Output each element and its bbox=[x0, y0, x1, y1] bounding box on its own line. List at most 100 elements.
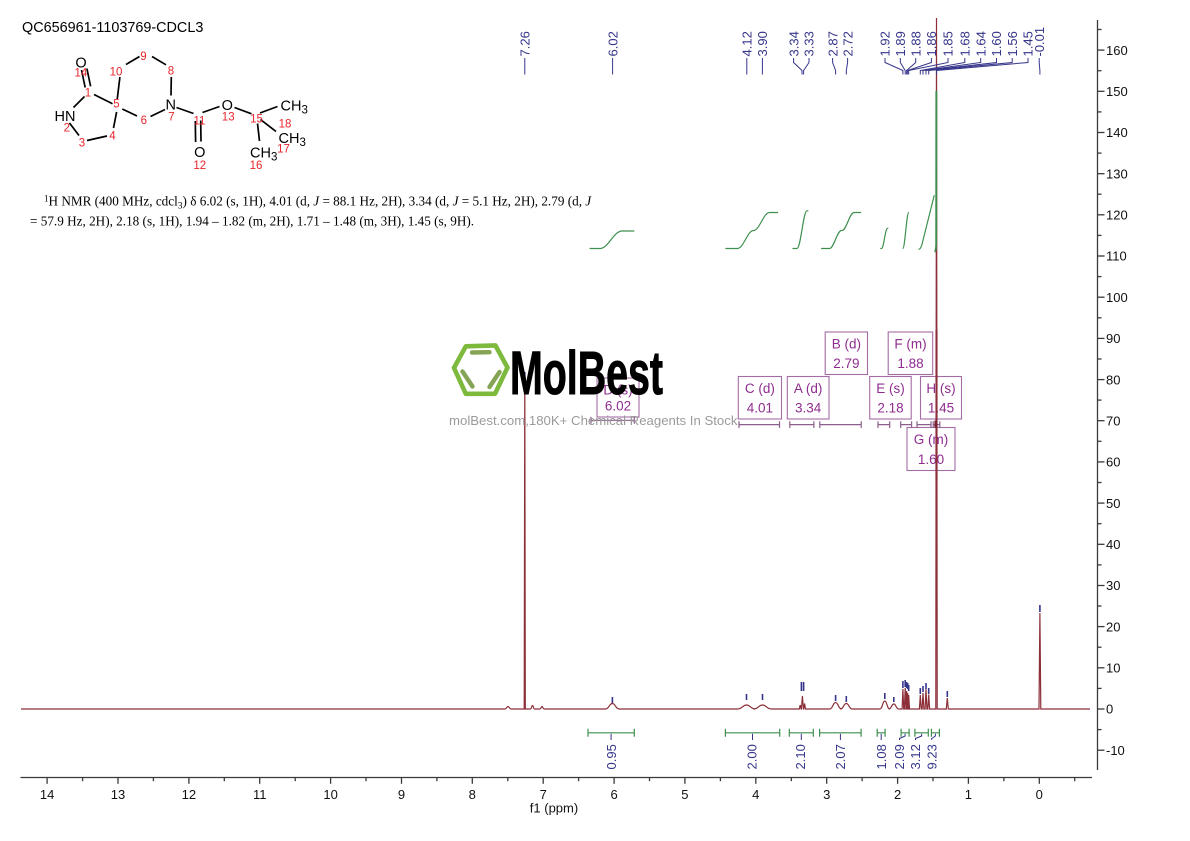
svg-text:7: 7 bbox=[540, 787, 547, 802]
svg-text:C (d): C (d) bbox=[745, 381, 775, 396]
svg-text:2: 2 bbox=[894, 787, 901, 802]
svg-text:O: O bbox=[194, 145, 205, 161]
svg-text:8: 8 bbox=[168, 66, 174, 78]
svg-text:100: 100 bbox=[1106, 290, 1128, 305]
svg-text:2.00: 2.00 bbox=[745, 744, 760, 769]
svg-text:13: 13 bbox=[222, 112, 235, 124]
svg-text:3.34: 3.34 bbox=[786, 31, 801, 56]
svg-text:1.45: 1.45 bbox=[1021, 31, 1036, 56]
svg-text:CH3: CH3 bbox=[250, 146, 277, 164]
svg-text:CH3: CH3 bbox=[281, 99, 308, 117]
svg-text:5: 5 bbox=[681, 787, 688, 802]
svg-text:7: 7 bbox=[168, 112, 174, 124]
svg-text:13: 13 bbox=[111, 787, 125, 802]
svg-text:110: 110 bbox=[1106, 249, 1127, 264]
svg-text:2.09: 2.09 bbox=[892, 744, 907, 769]
svg-text:10: 10 bbox=[323, 787, 337, 802]
svg-text:14: 14 bbox=[40, 787, 54, 802]
svg-text:-0.01: -0.01 bbox=[1032, 27, 1047, 57]
svg-text:30: 30 bbox=[1106, 578, 1120, 593]
svg-text:6: 6 bbox=[610, 787, 617, 802]
svg-text:12: 12 bbox=[193, 160, 206, 172]
svg-text:-10: -10 bbox=[1106, 743, 1125, 758]
svg-text:3.90: 3.90 bbox=[755, 31, 770, 56]
svg-text:10: 10 bbox=[110, 67, 123, 79]
svg-text:150: 150 bbox=[1106, 84, 1128, 99]
svg-text:CH3: CH3 bbox=[279, 131, 306, 149]
svg-text:40: 40 bbox=[1106, 537, 1120, 552]
svg-text:N: N bbox=[165, 98, 175, 114]
svg-text:16: 16 bbox=[250, 160, 263, 172]
svg-text:50: 50 bbox=[1106, 496, 1120, 511]
svg-text:1.56: 1.56 bbox=[1005, 31, 1020, 56]
svg-text:2: 2 bbox=[64, 123, 70, 135]
svg-text:3.33: 3.33 bbox=[802, 31, 817, 56]
svg-text:1: 1 bbox=[965, 787, 972, 802]
svg-text:3.34: 3.34 bbox=[795, 401, 822, 416]
svg-text:60: 60 bbox=[1106, 455, 1120, 470]
svg-text:1.60: 1.60 bbox=[989, 31, 1004, 56]
svg-text:1.85: 1.85 bbox=[941, 31, 956, 56]
svg-text:80: 80 bbox=[1106, 372, 1120, 387]
svg-text:1: 1 bbox=[85, 88, 91, 100]
svg-text:2.18: 2.18 bbox=[877, 401, 903, 416]
svg-text:2.07: 2.07 bbox=[833, 744, 848, 769]
svg-text:4.01: 4.01 bbox=[747, 401, 773, 416]
svg-text:O: O bbox=[75, 56, 86, 72]
svg-text:D (s): D (s) bbox=[603, 383, 632, 398]
svg-text:14: 14 bbox=[75, 68, 88, 80]
svg-text:1.88: 1.88 bbox=[908, 31, 923, 56]
svg-text:2.72: 2.72 bbox=[840, 31, 855, 56]
svg-text:9: 9 bbox=[140, 51, 146, 63]
svg-text:QC656961-1103769-CDCL3: QC656961-1103769-CDCL3 bbox=[22, 20, 203, 36]
svg-text:f1 (ppm): f1 (ppm) bbox=[530, 801, 578, 816]
svg-text:2.87: 2.87 bbox=[825, 31, 840, 56]
svg-text:7.26: 7.26 bbox=[518, 31, 533, 56]
svg-text:17: 17 bbox=[277, 144, 290, 156]
svg-text:B (d): B (d) bbox=[832, 337, 861, 352]
svg-text:5: 5 bbox=[113, 99, 119, 111]
svg-text:8: 8 bbox=[469, 787, 476, 802]
svg-text:90: 90 bbox=[1106, 331, 1120, 346]
svg-text:20: 20 bbox=[1106, 619, 1120, 634]
svg-text:6: 6 bbox=[141, 115, 147, 127]
svg-text:H (s): H (s) bbox=[926, 381, 955, 396]
svg-text:11: 11 bbox=[194, 116, 206, 128]
svg-text:HN: HN bbox=[55, 109, 76, 125]
svg-text:1.86: 1.86 bbox=[924, 31, 939, 56]
svg-text:9.23: 9.23 bbox=[924, 744, 939, 769]
svg-text:2.10: 2.10 bbox=[793, 744, 808, 769]
svg-text:0: 0 bbox=[1036, 787, 1043, 802]
svg-text:1.64: 1.64 bbox=[973, 31, 988, 56]
svg-text:1.08: 1.08 bbox=[874, 744, 889, 769]
svg-text:O: O bbox=[222, 98, 233, 114]
svg-text:15: 15 bbox=[250, 114, 263, 126]
svg-text:18: 18 bbox=[279, 119, 292, 131]
svg-text:MolBest: MolBest bbox=[510, 339, 663, 407]
svg-text:E (s): E (s) bbox=[876, 381, 905, 396]
svg-text:3.12: 3.12 bbox=[908, 744, 923, 769]
svg-text:70: 70 bbox=[1106, 413, 1120, 428]
svg-text:4.12: 4.12 bbox=[740, 31, 755, 56]
svg-text:F (m): F (m) bbox=[894, 337, 926, 352]
svg-text:1.88: 1.88 bbox=[897, 356, 923, 371]
svg-text:4: 4 bbox=[109, 131, 116, 143]
svg-text:A (d): A (d) bbox=[794, 381, 823, 396]
svg-text:11: 11 bbox=[253, 787, 267, 802]
svg-text:12: 12 bbox=[182, 787, 196, 802]
svg-text:6.02: 6.02 bbox=[605, 399, 631, 414]
svg-text:130: 130 bbox=[1106, 166, 1128, 181]
svg-text:G (m): G (m) bbox=[914, 432, 949, 447]
svg-text:6.02: 6.02 bbox=[605, 31, 620, 56]
svg-text:160: 160 bbox=[1106, 43, 1128, 58]
svg-text:0.95: 0.95 bbox=[604, 744, 619, 769]
svg-text:1.68: 1.68 bbox=[958, 31, 973, 56]
svg-text:= 57.9 Hz, 2H), 2.18 (s, 1H),: = 57.9 Hz, 2H), 2.18 (s, 1H), 1.94 – 1.8… bbox=[30, 214, 474, 229]
svg-text:4: 4 bbox=[752, 787, 759, 802]
svg-text:1.60: 1.60 bbox=[918, 452, 944, 467]
svg-text:3: 3 bbox=[79, 138, 85, 150]
svg-text:10: 10 bbox=[1106, 661, 1120, 676]
svg-text:140: 140 bbox=[1106, 125, 1128, 140]
svg-text:1.89: 1.89 bbox=[893, 31, 908, 56]
svg-text:molBest.com,180K+ Chemical Rea: molBest.com,180K+ Chemical Reagents In S… bbox=[449, 413, 738, 428]
